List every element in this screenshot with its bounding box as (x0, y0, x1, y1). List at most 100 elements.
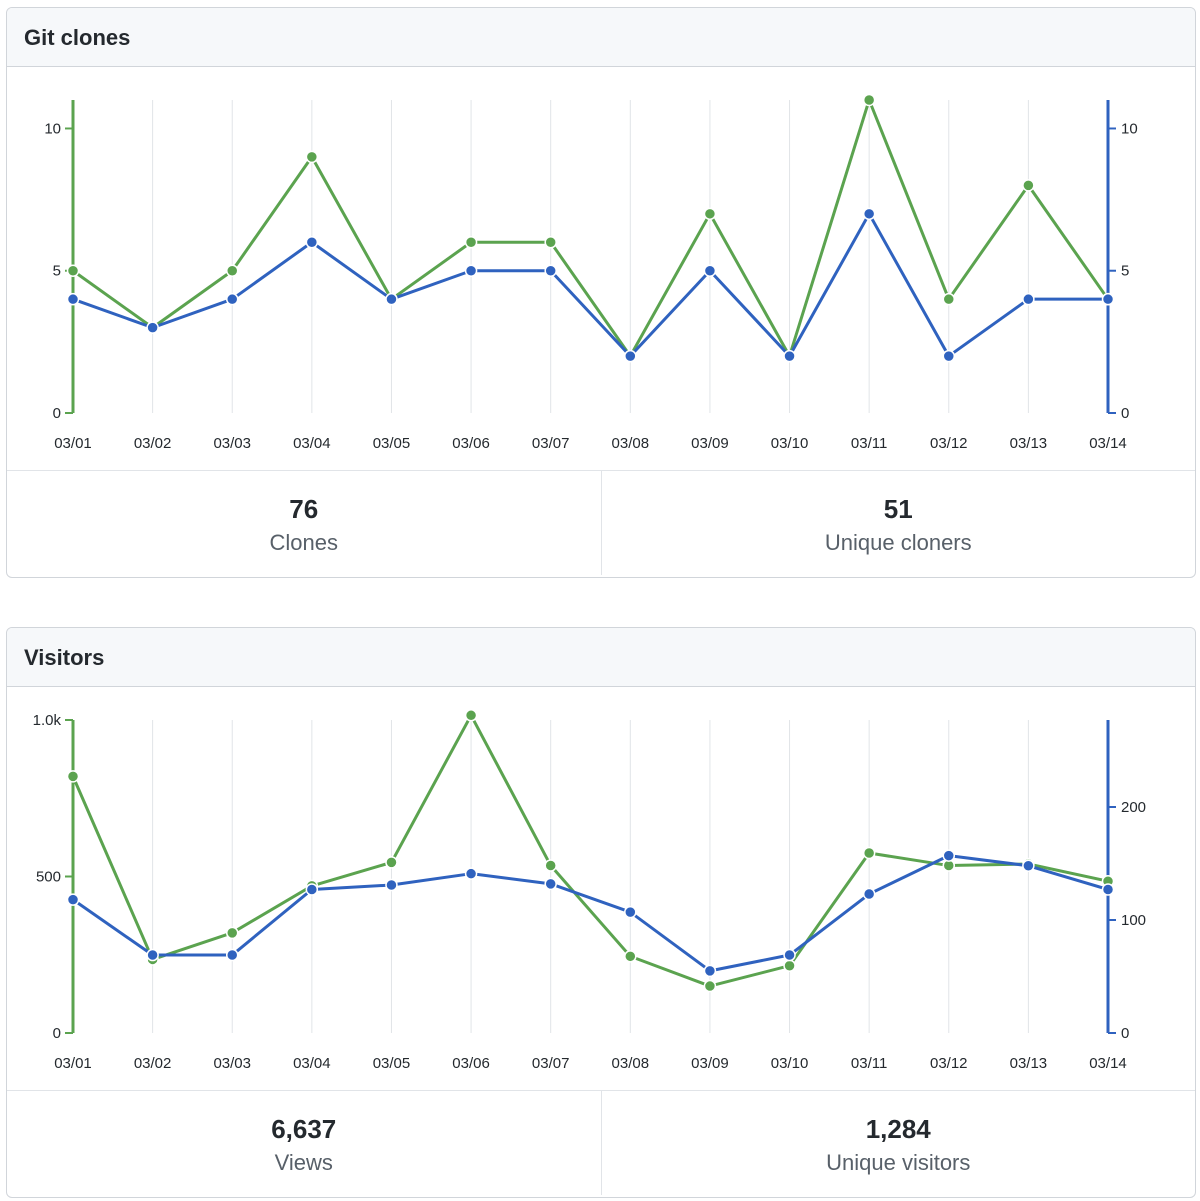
x-axis-tick-label: 03/11 (851, 435, 887, 452)
views-point (225, 926, 239, 940)
unique-cloners-stat: 51 Unique cloners (600, 471, 1196, 575)
unique-cloners-point (783, 349, 796, 363)
x-axis-tick-label: 03/08 (612, 1055, 650, 1072)
x-axis-tick-label: 03/12 (930, 1055, 968, 1072)
right-axis-tick-label: 0 (1121, 405, 1129, 422)
x-axis-tick-label: 03/14 (1089, 435, 1127, 452)
right-axis-tick-label: 10 (1121, 120, 1138, 137)
clones-point (225, 264, 239, 277)
views-point (385, 856, 398, 869)
clones-series-line (72, 98, 1110, 358)
clones-stat: 76 Clones (7, 471, 601, 575)
x-axis-tick-label: 03/01 (54, 435, 92, 452)
right-axis-tick-label: 0 (1121, 1025, 1129, 1042)
x-axis-tick-label: 03/08 (612, 435, 650, 452)
unique-visitors-point (1022, 859, 1035, 873)
unique-cloners-point (942, 349, 956, 363)
unique-visitors-point (942, 849, 956, 862)
unique-visitors-series-line (72, 854, 1109, 973)
visitors-chart: 0 500 1.0k 0 100 200 03/01 03/02 03/03 03/04 03/05… (33, 709, 1146, 1072)
left-axis-tick-label: 0 (53, 405, 61, 422)
unique-cloners-point (703, 264, 717, 277)
right-axis-tick-label: 200 (1121, 799, 1146, 816)
visitors-stats: 6,637 Views 1,284 Unique visitors (7, 1091, 1195, 1195)
views-point (703, 979, 717, 993)
unique-visitors-point (225, 948, 239, 962)
views-point (544, 859, 557, 872)
unique-visitors-point (703, 964, 717, 978)
views-label: Views (274, 1150, 333, 1175)
clones-stats: 76 Clones 51 Unique cloners (7, 471, 1195, 575)
clones-point (942, 292, 956, 306)
x-axis-tick-label: 03/07 (532, 1055, 570, 1072)
x-axis-tick-label: 03/13 (1010, 1055, 1048, 1072)
unique-visitors-stat: 1,284 Unique visitors (600, 1091, 1196, 1195)
x-axis-tick-label: 03/02 (134, 435, 172, 452)
views-count: 6,637 (271, 1114, 337, 1144)
views-point (624, 950, 637, 963)
unique-cloners-point (1022, 292, 1035, 306)
clones-point (305, 150, 319, 164)
x-axis-tick-label: 03/04 (293, 1055, 331, 1072)
unique-cloners-count: 51 (883, 494, 913, 524)
visitors-panel-title: Visitors (7, 628, 1195, 687)
unique-visitors-count: 1,284 (865, 1114, 931, 1144)
right-axis-tick-label: 100 (1121, 912, 1146, 929)
unique-visitors-point (862, 887, 876, 901)
x-axis-tick-label: 03/11 (851, 1055, 887, 1072)
unique-visitors-point (544, 877, 557, 891)
right-axis-tick-label: 5 (1121, 263, 1129, 280)
views-point (464, 709, 478, 722)
x-axis-tick-label: 03/05 (373, 1055, 411, 1072)
clones-label: Clones (269, 530, 338, 555)
views-point (783, 959, 796, 972)
unique-visitors-point (146, 948, 159, 962)
unique-visitors-point (385, 878, 398, 892)
clones-chart: 0 5 10 0 5 10 03/01 03/02 03/03 03/04 03/05 03/06 03… (44, 93, 1138, 452)
left-axis-tick-label: 5 (53, 263, 61, 280)
unique-cloners-label: Unique cloners (824, 530, 972, 555)
unique-cloners-point (225, 292, 239, 306)
unique-cloners-point (385, 292, 398, 306)
unique-visitors-point (464, 867, 478, 880)
x-axis-tick-label: 03/05 (373, 435, 411, 452)
clones-point (66, 264, 80, 277)
clones-point (862, 93, 876, 107)
unique-cloners-point (305, 236, 319, 249)
x-axis-tick-label: 03/06 (452, 1055, 490, 1072)
x-axis-tick-label: 03/09 (691, 435, 729, 452)
left-axis-tick-label: 1.0k (33, 712, 62, 729)
unique-cloners-point (146, 321, 159, 334)
unique-visitors-point (783, 948, 796, 962)
visitors-panel: Visitors 0 500 1.0k 0 100 200 03/01 03/02 03/03 0… (6, 627, 1196, 1198)
unique-cloners-point (464, 264, 478, 277)
left-axis-tick-label: 0 (53, 1025, 61, 1042)
views-point (66, 770, 80, 783)
clones-panel: Git clones 0 5 10 0 5 10 03/01 03/02 03/03 03/04 0… (6, 7, 1196, 578)
x-axis-tick-label: 03/10 (771, 435, 809, 452)
clones-chart-area: 0 5 10 0 5 10 03/01 03/02 03/03 03/04 03/05 03/06 03… (7, 67, 1195, 471)
x-axis-tick-label: 03/13 (1010, 435, 1048, 452)
clones-count: 76 (289, 494, 319, 524)
unique-cloners-point (624, 349, 637, 363)
unique-visitors-point (624, 905, 637, 919)
unique-cloners-point (862, 207, 876, 221)
left-axis-tick-label: 10 (44, 120, 61, 137)
x-axis-tick-label: 03/03 (213, 435, 251, 452)
clones-point (703, 207, 717, 221)
unique-cloners-point (544, 264, 557, 277)
x-axis-tick-label: 03/04 (293, 435, 331, 452)
unique-cloners-point (1101, 292, 1115, 306)
unique-cloners-series-line (72, 212, 1108, 358)
x-axis-tick-label: 03/14 (1089, 1055, 1127, 1072)
clones-point (544, 236, 557, 249)
visitors-chart-area: 0 500 1.0k 0 100 200 03/01 03/02 03/03 03/04 03/05… (7, 687, 1195, 1091)
views-point (862, 846, 876, 860)
x-axis-tick-label: 03/01 (54, 1055, 92, 1072)
clones-point (1022, 179, 1035, 192)
x-axis-tick-label: 03/06 (452, 435, 490, 452)
unique-visitors-point (1101, 883, 1115, 896)
clones-panel-title: Git clones (7, 8, 1195, 67)
x-axis-tick-label: 03/03 (213, 1055, 251, 1072)
views-series-line (71, 713, 1109, 988)
